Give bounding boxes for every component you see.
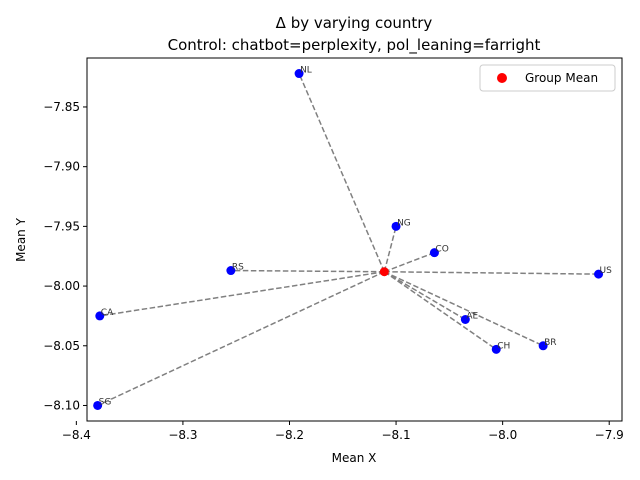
connector-line-nl (298, 73, 386, 273)
data-point-rs (226, 266, 236, 276)
legend: Group Mean (479, 64, 616, 92)
y-tick-label: −7.85 (43, 100, 80, 114)
point-label-ch: CH (497, 341, 510, 351)
point-label-nl: NL (300, 66, 312, 76)
connector-line-br (384, 271, 544, 347)
point-label-br: BR (544, 338, 556, 348)
y-axis: −7.85 −7.90 −7.95 −8.00 −8.05 −8.10 (43, 100, 87, 412)
connector-line-us (384, 270, 599, 275)
y-tick-label: −7.90 (43, 160, 80, 174)
plot-area: NL NG CO RS US CA AE BR CH SG (93, 66, 612, 410)
connector-line-ch (383, 271, 497, 350)
point-label-ca: CA (101, 308, 114, 318)
data-point-sg (93, 400, 103, 410)
y-tick-label: −8.00 (43, 279, 80, 293)
point-label-rs: RS (232, 263, 244, 273)
point-label-us: US (600, 266, 613, 276)
point-label-ae: AE (466, 312, 478, 322)
connector-line-rs (230, 269, 385, 273)
x-tick-label: −7.9 (595, 428, 624, 442)
data-point-nl (294, 69, 304, 79)
x-tick-label: −8.3 (168, 428, 197, 442)
group-mean-point (379, 267, 389, 277)
connector-line-ae (383, 271, 466, 321)
data-point-co (429, 248, 439, 258)
data-point-ae (460, 315, 470, 325)
x-axis-label: Mean X (332, 451, 377, 465)
x-tick-label: −8.2 (275, 428, 304, 442)
connector-line-sg (97, 271, 385, 407)
plot-frame (86, 57, 623, 422)
y-tick-label: −8.05 (43, 339, 80, 353)
y-tick-label: −8.10 (43, 398, 80, 412)
x-axis: −8.4 −8.3 −8.2 −8.1 −8.0 −7.9 (62, 421, 624, 442)
connector-line-ca (99, 270, 385, 317)
chart-subtitle: Control: chatbot=perplexity, pol_leaning… (168, 36, 541, 55)
legend-label: Group Mean (525, 71, 598, 85)
y-axis-label: Mean Y (14, 217, 28, 262)
connector-line-co (384, 251, 435, 273)
x-tick-label: −8.0 (488, 428, 517, 442)
chart-title: Δ by varying country (276, 14, 433, 32)
connector-line-ng (383, 226, 397, 272)
data-point-ca (95, 311, 105, 321)
legend-marker (497, 73, 507, 83)
x-tick-label: −8.4 (62, 428, 91, 442)
point-label-co: CO (435, 245, 448, 255)
x-tick-label: −8.1 (381, 428, 410, 442)
data-point-us (594, 269, 604, 279)
data-point-ng (391, 221, 401, 231)
point-label-sg: SG (99, 397, 112, 407)
y-tick-label: −7.95 (43, 219, 80, 233)
data-point-br (538, 341, 548, 351)
legend-box (479, 64, 616, 92)
data-point-ch (491, 344, 501, 354)
point-label-ng: NG (397, 218, 411, 228)
